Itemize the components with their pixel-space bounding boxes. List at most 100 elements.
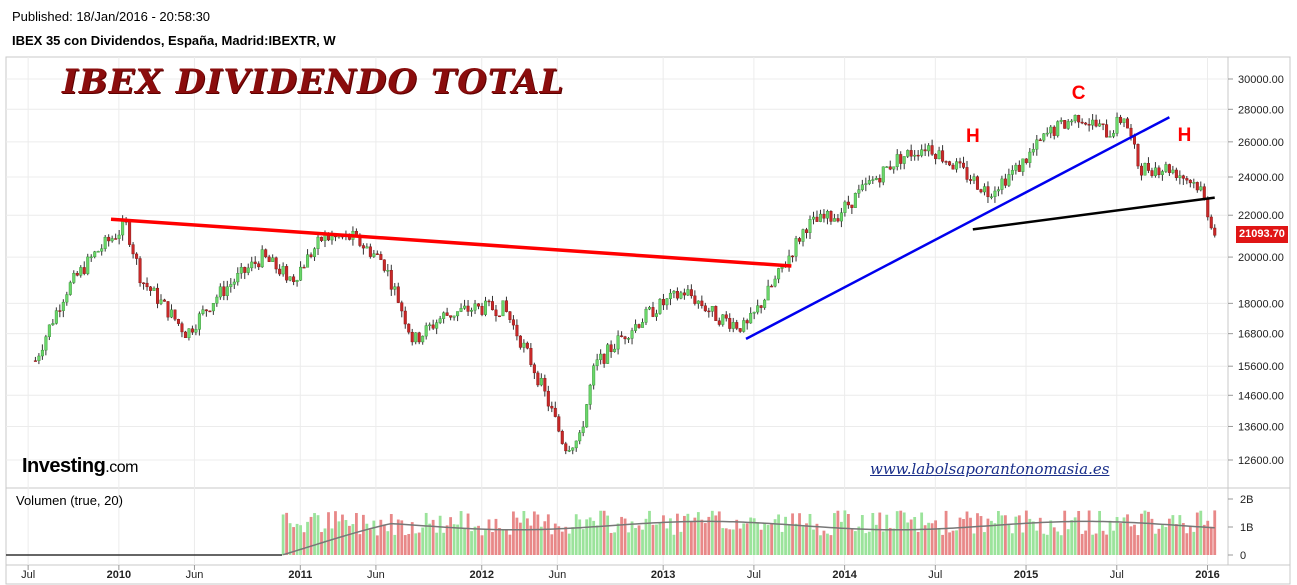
x-tick-label: 2013	[651, 569, 675, 581]
candle-body	[948, 161, 952, 166]
volume-bar	[1112, 530, 1115, 555]
candle-body	[613, 348, 617, 352]
x-tick-label: Jul	[747, 569, 761, 581]
volume-bar	[449, 517, 453, 555]
candle-body	[1181, 175, 1185, 179]
candle-body	[58, 310, 62, 312]
candle-body	[780, 266, 784, 269]
candle-body	[477, 303, 481, 307]
volume-bar	[885, 514, 889, 555]
volume-bar	[899, 510, 903, 555]
candle-body	[225, 286, 229, 296]
volume-bar	[777, 514, 780, 555]
volume-bar	[560, 531, 564, 555]
volume-bar	[955, 530, 958, 555]
candle-body	[1206, 197, 1210, 218]
candle-body	[89, 256, 93, 259]
volume-bar	[473, 526, 477, 555]
y-tick-label: 26000.00	[1238, 137, 1284, 149]
candle-body	[975, 176, 979, 190]
volume-bar	[1161, 524, 1164, 555]
volume-bar	[515, 517, 519, 555]
volume-bar	[1206, 520, 1210, 555]
y-tick-label: 22000.00	[1238, 210, 1284, 222]
symbol-title: IBEX 35 con Dividendos, España, Madrid:I…	[12, 33, 336, 48]
candle-body	[930, 145, 934, 155]
volume-bar	[285, 512, 289, 555]
candle-body	[152, 287, 156, 291]
candle-body	[166, 301, 170, 318]
volume-bar	[1056, 531, 1060, 555]
candle-body	[738, 328, 742, 332]
x-tick-label: 2012	[469, 569, 493, 581]
volume-bar	[1084, 530, 1088, 555]
candle-body	[1178, 175, 1182, 178]
volume-bar	[1038, 517, 1042, 555]
candle-body	[962, 162, 966, 168]
candle-body	[375, 253, 379, 255]
candle-body	[1122, 118, 1126, 123]
candle-body	[752, 311, 756, 314]
volume-bar	[871, 512, 875, 555]
volume-bar	[794, 523, 798, 555]
candle-body	[232, 281, 236, 285]
candle-body	[169, 309, 173, 318]
website-link[interactable]: www.labolsaporantonomasia.es	[870, 460, 1110, 478]
published-line: Published: 18/Jan/2016 - 20:58:30	[12, 9, 211, 24]
candle-body	[731, 322, 735, 329]
candle-body	[1070, 120, 1074, 123]
candle-body	[407, 323, 411, 333]
volume-bar	[766, 524, 770, 555]
volume-bar	[895, 511, 899, 555]
candle-body	[717, 320, 721, 325]
volume-bar	[327, 512, 330, 555]
candle-body	[1087, 124, 1091, 126]
volume-bar	[731, 529, 735, 555]
volume-bar	[512, 511, 515, 555]
candle-body	[682, 292, 686, 296]
candle-body	[470, 309, 474, 312]
volume-bar	[1017, 515, 1021, 555]
candle-body	[832, 218, 836, 222]
candle-body	[1188, 179, 1192, 184]
volume-bar	[1185, 533, 1189, 555]
candle-body	[996, 189, 1000, 192]
volume-bar	[1052, 527, 1056, 555]
volume-bar	[700, 519, 704, 555]
volume-bar	[1209, 526, 1213, 555]
candle-body	[1094, 119, 1098, 127]
candle-body	[822, 213, 826, 219]
candle-body	[595, 359, 599, 366]
volume-bar	[292, 527, 296, 555]
candle-body	[606, 344, 610, 364]
volume-bar	[348, 525, 351, 555]
candle-body	[749, 313, 753, 324]
volume-bar	[752, 518, 756, 555]
candle-body	[222, 286, 226, 296]
volume-bar	[773, 519, 777, 555]
candle-body	[874, 178, 878, 180]
candle-body	[609, 344, 613, 352]
volume-bar	[539, 526, 543, 555]
candle-body	[895, 154, 899, 167]
volume-bar	[574, 514, 578, 555]
volume-bar	[1091, 534, 1095, 555]
candle-body	[675, 291, 679, 299]
candle-body	[1143, 163, 1147, 176]
candle-body	[306, 254, 310, 268]
volume-bar	[389, 514, 393, 555]
volume-bar	[983, 532, 986, 555]
candle-body	[173, 309, 177, 320]
volume-bar	[756, 522, 760, 555]
candle-body	[620, 335, 624, 337]
volume-bar	[969, 517, 972, 555]
volume-bar	[805, 523, 808, 555]
candle-body	[44, 336, 48, 351]
volume-bar	[334, 511, 337, 555]
volume-bar	[368, 529, 372, 555]
candle-body	[815, 216, 819, 222]
volume-bar	[881, 531, 885, 555]
candle-body	[550, 405, 554, 409]
volume-bar	[288, 523, 292, 555]
